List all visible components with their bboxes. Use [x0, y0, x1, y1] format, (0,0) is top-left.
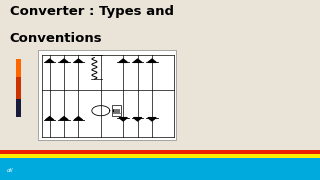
Text: Conventions: Conventions — [10, 32, 102, 45]
Text: Converter : Types and: Converter : Types and — [10, 5, 173, 18]
Polygon shape — [133, 59, 142, 62]
Polygon shape — [60, 117, 68, 120]
Polygon shape — [74, 117, 83, 120]
Polygon shape — [60, 59, 68, 62]
Polygon shape — [45, 117, 54, 120]
Polygon shape — [133, 118, 142, 121]
Bar — [0, 154, 320, 158]
Bar — [38, 50, 176, 140]
Polygon shape — [45, 59, 54, 62]
Bar — [0, 150, 320, 154]
Bar — [16, 99, 21, 117]
Bar — [112, 105, 121, 116]
Text: dil: dil — [6, 168, 13, 173]
Polygon shape — [148, 118, 156, 121]
Bar — [16, 59, 21, 77]
Polygon shape — [119, 118, 127, 121]
Polygon shape — [148, 59, 156, 62]
Polygon shape — [74, 59, 83, 62]
Bar — [0, 158, 320, 180]
Bar — [16, 77, 21, 99]
Polygon shape — [119, 59, 127, 62]
